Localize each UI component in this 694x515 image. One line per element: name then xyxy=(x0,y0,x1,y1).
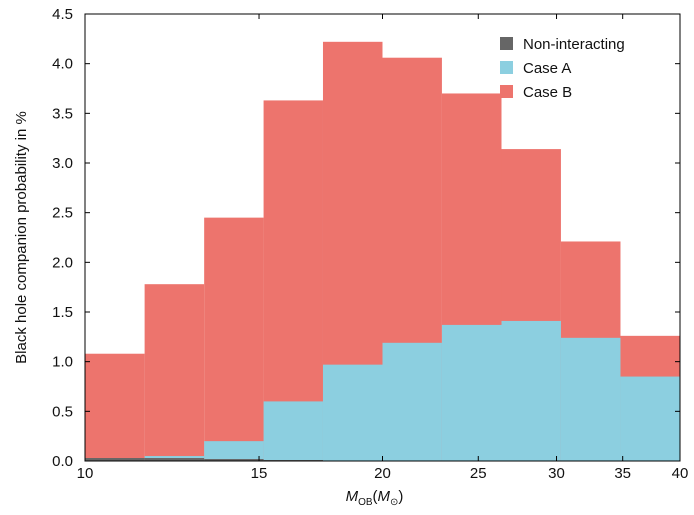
y-tick-label: 4.0 xyxy=(52,56,73,73)
legend-label-case-b: Case B xyxy=(523,84,572,101)
x-tick-label: 40 xyxy=(672,465,689,482)
y-tick-label: 3.5 xyxy=(52,105,73,122)
bar-case-a-7 xyxy=(501,320,561,461)
legend-swatch-case-b xyxy=(500,85,513,98)
bar-non-interacting-1 xyxy=(144,458,205,461)
bar-non-interacting-0 xyxy=(85,458,145,461)
y-tick-label: 1.5 xyxy=(52,304,73,321)
bar-case-a-2 xyxy=(204,441,264,461)
y-tick-label: 0.5 xyxy=(52,403,73,420)
legend-label-non-interacting: Non-interacting xyxy=(523,36,625,53)
y-tick-label: 4.5 xyxy=(52,6,73,23)
x-tick-label: 20 xyxy=(374,465,391,482)
legend-label-case-a: Case A xyxy=(523,60,571,77)
y-tick-label: 1.0 xyxy=(52,354,73,371)
bars-layer xyxy=(85,41,680,462)
bar-case-a-6 xyxy=(441,324,502,461)
x-tick-label: 30 xyxy=(548,465,565,482)
bar-case-a-4 xyxy=(322,364,383,461)
bar-case-b-3 xyxy=(263,100,323,462)
y-tick-label: 3.0 xyxy=(52,155,73,172)
bar-case-b-0 xyxy=(85,353,145,461)
x-tick-label: 35 xyxy=(614,465,631,482)
legend-swatch-non-interacting xyxy=(500,37,513,50)
bar-non-interacting-2 xyxy=(204,459,264,461)
x-tick-label: 25 xyxy=(470,465,487,482)
bar-case-a-3 xyxy=(263,401,323,461)
x-tick-label: 10 xyxy=(77,465,94,482)
legend: Non-interacting Case A Case B xyxy=(500,36,625,101)
ticks-layer: 0.0 0.5 1.0 1.5 2.0 2.5 3.0 3.5 4.0 4.5 10 15 20 25 30… xyxy=(52,6,688,482)
y-tick-label: 0.0 xyxy=(52,453,73,470)
bar-case-a-5 xyxy=(382,342,442,461)
bar-case-a-8 xyxy=(560,337,621,461)
legend-swatch-case-a xyxy=(500,61,513,74)
y-tick-label: 2.0 xyxy=(52,254,73,271)
x-axis-label: MOB(M⊙) xyxy=(346,488,404,508)
bar-case-a-9 xyxy=(620,376,680,461)
bar-case-b-2 xyxy=(204,217,264,461)
y-axis-label: Black hole companion probability in % xyxy=(13,111,30,364)
y-tick-label: 2.5 xyxy=(52,205,73,222)
bar-case-b-1 xyxy=(144,284,205,461)
x-tick-label: 15 xyxy=(251,465,268,482)
